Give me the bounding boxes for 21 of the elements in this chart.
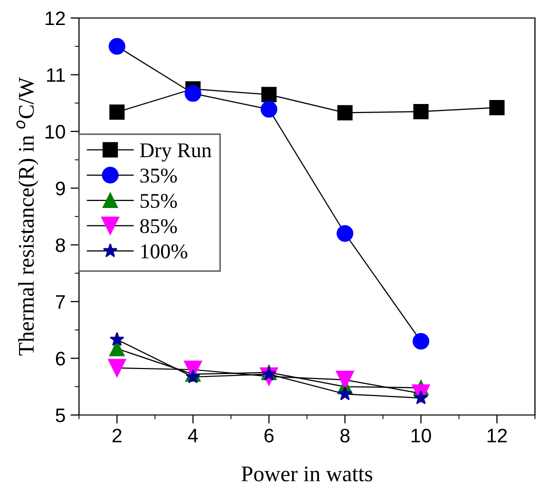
legend-label: 85% bbox=[140, 219, 177, 234]
legend-label: 55% bbox=[140, 194, 177, 208]
x-axis-title: Power in watts bbox=[242, 466, 372, 482]
y-tick-label: 7 bbox=[56, 295, 65, 309]
x-tick-label: 12 bbox=[488, 428, 507, 442]
x-tick-label: 10 bbox=[412, 428, 431, 442]
y-tick-label: 10 bbox=[46, 124, 66, 139]
legend-label: 35% bbox=[140, 168, 177, 183]
y-tick-label: 12 bbox=[46, 11, 65, 26]
y-tick-label: 6 bbox=[56, 352, 65, 366]
legend-label: Dry Run bbox=[140, 143, 212, 162]
y-tick-label: 5 bbox=[56, 408, 65, 422]
x-tick-label: 2 bbox=[112, 428, 122, 442]
y-axis-title: Thermal resistance(R) in $^{o}$C/W bbox=[16, 77, 38, 356]
y-tick-label: 9 bbox=[56, 182, 65, 196]
legend-label: 100% bbox=[141, 244, 188, 259]
y-tick-label: 11 bbox=[47, 68, 65, 82]
x-tick-label: 8 bbox=[340, 428, 350, 442]
x-tick-label: 4 bbox=[188, 428, 198, 442]
y-tick-label: 8 bbox=[56, 238, 65, 252]
x-tick-label: 6 bbox=[264, 428, 274, 442]
